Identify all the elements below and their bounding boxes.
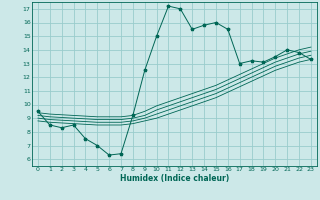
- X-axis label: Humidex (Indice chaleur): Humidex (Indice chaleur): [120, 174, 229, 183]
